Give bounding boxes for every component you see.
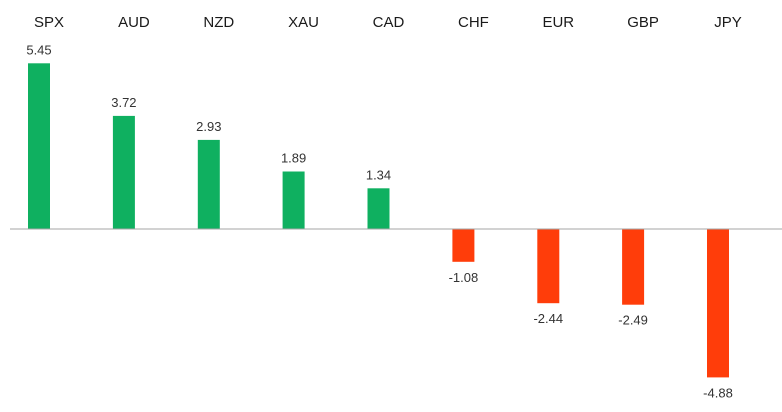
value-label-aud: 3.72 bbox=[111, 95, 136, 110]
bar-aud bbox=[113, 116, 135, 229]
bar-xau bbox=[283, 172, 305, 230]
category-label-aud: AUD bbox=[118, 14, 150, 31]
category-label-jpy: JPY bbox=[714, 14, 742, 31]
value-label-eur: -2.44 bbox=[533, 311, 563, 326]
value-label-spx: 5.45 bbox=[26, 42, 51, 57]
bar-cad bbox=[368, 188, 390, 229]
value-label-nzd: 2.93 bbox=[196, 119, 221, 134]
category-label-cad: CAD bbox=[373, 14, 405, 31]
category-label-eur: EUR bbox=[542, 14, 574, 31]
bar-gbp bbox=[622, 229, 644, 305]
value-label-xau: 1.89 bbox=[281, 151, 306, 166]
value-label-jpy: -4.88 bbox=[703, 385, 733, 400]
bar-jpy bbox=[707, 229, 729, 377]
value-label-cad: 1.34 bbox=[366, 167, 391, 182]
category-label-xau: XAU bbox=[288, 14, 319, 31]
value-label-chf: -1.08 bbox=[449, 270, 479, 285]
bar-chf bbox=[452, 229, 474, 262]
bar-spx bbox=[28, 63, 50, 229]
bars-layer bbox=[28, 63, 729, 377]
category-label-chf: CHF bbox=[458, 14, 489, 31]
bar-eur bbox=[537, 229, 559, 303]
category-label-spx: SPX bbox=[34, 14, 64, 31]
bar-nzd bbox=[198, 140, 220, 229]
category-label-nzd: NZD bbox=[203, 14, 234, 31]
category-label-gbp: GBP bbox=[627, 14, 659, 31]
value-label-gbp: -2.49 bbox=[618, 313, 648, 328]
